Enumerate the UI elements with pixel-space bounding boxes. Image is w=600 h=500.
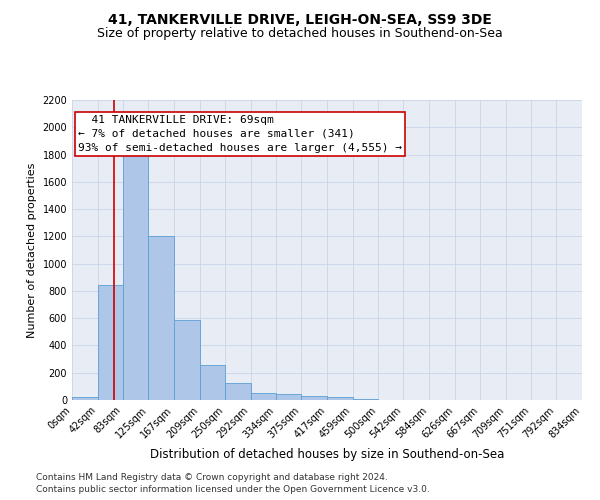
Bar: [301, 396, 327, 400]
Bar: [98, 286, 123, 400]
Bar: [174, 320, 200, 400]
Bar: [353, 398, 378, 400]
Bar: [276, 394, 301, 400]
Bar: [251, 393, 276, 400]
Text: Contains public sector information licensed under the Open Government Licence v3: Contains public sector information licen…: [36, 485, 430, 494]
Y-axis label: Number of detached properties: Number of detached properties: [27, 162, 37, 338]
Text: Contains HM Land Registry data © Crown copyright and database right 2024.: Contains HM Land Registry data © Crown c…: [36, 472, 388, 482]
Bar: [72, 396, 98, 400]
Text: Size of property relative to detached houses in Southend-on-Sea: Size of property relative to detached ho…: [97, 28, 503, 40]
X-axis label: Distribution of detached houses by size in Southend-on-Sea: Distribution of detached houses by size …: [150, 448, 504, 461]
Text: 41 TANKERVILLE DRIVE: 69sqm
← 7% of detached houses are smaller (341)
93% of sem: 41 TANKERVILLE DRIVE: 69sqm ← 7% of deta…: [78, 115, 402, 153]
Bar: [148, 236, 174, 400]
Text: 41, TANKERVILLE DRIVE, LEIGH-ON-SEA, SS9 3DE: 41, TANKERVILLE DRIVE, LEIGH-ON-SEA, SS9…: [108, 12, 492, 26]
Bar: [327, 396, 353, 400]
Bar: [225, 383, 251, 400]
Bar: [123, 154, 148, 400]
Bar: [200, 364, 225, 400]
